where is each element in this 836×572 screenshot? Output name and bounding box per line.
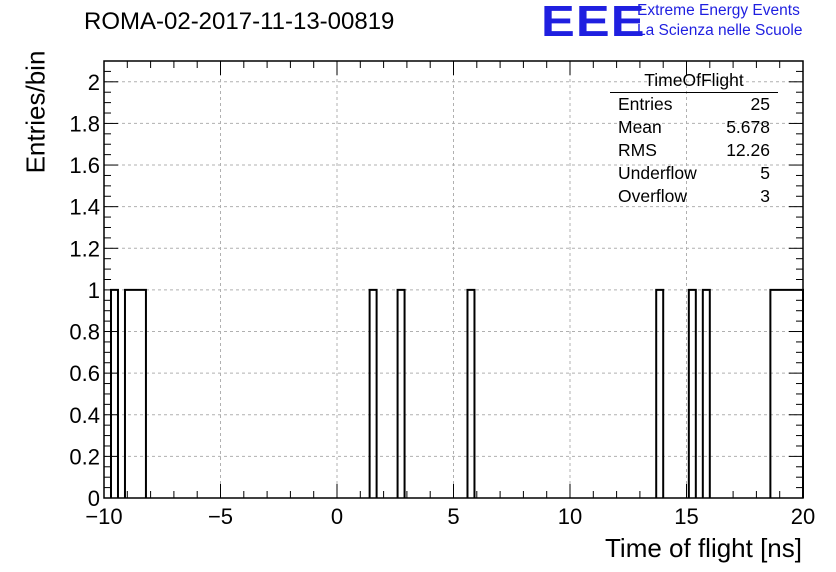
y-tick-label: 1.6 <box>69 153 100 178</box>
stats-label: Mean <box>618 117 662 137</box>
logo-tagline-1: Extreme Energy Events <box>637 2 800 19</box>
histogram-bin <box>466 288 476 498</box>
histogram-bin <box>109 288 119 498</box>
stats-label: Entries <box>618 94 673 114</box>
stats-value: 5 <box>760 163 770 183</box>
y-tick-label: 1.8 <box>69 111 100 136</box>
stats-label: Overflow <box>618 186 688 206</box>
histogram-bin <box>368 288 378 498</box>
y-tick-label: 0 <box>88 486 100 511</box>
stats-row-underflow: Underflow 5 <box>610 162 778 185</box>
stats-label: Underflow <box>618 163 697 183</box>
run-title: ROMA-02-2017-11-13-00819 <box>84 8 395 35</box>
y-tick-label: 0.6 <box>69 361 100 386</box>
x-tick-label: 5 <box>447 504 459 529</box>
x-tick-label: 20 <box>791 504 815 529</box>
x-tick-label: 0 <box>331 504 343 529</box>
histogram-bins <box>109 288 804 498</box>
stats-value: 25 <box>750 94 770 114</box>
x-tick-label: 15 <box>674 504 698 529</box>
stats-title: TimeOfFlight <box>610 70 778 93</box>
stats-row-mean: Mean 5.678 <box>610 116 778 139</box>
x-tick-label: −5 <box>208 504 233 529</box>
stats-row-entries: Entries 25 <box>610 93 778 116</box>
y-tick-label: 0.8 <box>69 320 100 345</box>
histogram-bin <box>123 288 147 498</box>
y-tick-label: 1.4 <box>69 195 100 220</box>
y-tick-label: 0.4 <box>69 403 100 428</box>
y-tick-label: 2 <box>88 70 100 95</box>
logo-tagline-2: La Scienza nelle Scuole <box>637 22 803 39</box>
histogram-bin <box>655 288 665 498</box>
grid-lines <box>104 61 803 498</box>
tick-labels: −10 −5 0 5 10 15 20 0 0.2 0.4 0.6 0.8 1 1.2 1.4 1.6 1.8 2 <box>69 70 815 529</box>
y-tick-label: 1.2 <box>69 236 100 261</box>
x-tick-label: −10 <box>85 504 122 529</box>
stats-value: 12.26 <box>726 140 770 160</box>
histogram-bin <box>396 288 406 498</box>
stats-row-overflow: Overflow 3 <box>610 185 778 208</box>
x-tick-label: 10 <box>558 504 582 529</box>
stats-value: 3 <box>760 186 770 206</box>
y-tick-label: 0.2 <box>69 444 100 469</box>
y-axis-label: Entries/bin <box>20 50 51 174</box>
stats-value: 5.678 <box>726 117 770 137</box>
eee-logo: EEE <box>541 0 646 46</box>
stats-label: RMS <box>618 140 657 160</box>
axis-ticks <box>103 60 804 499</box>
histogram-bin <box>701 288 711 498</box>
y-tick-label: 1 <box>88 278 100 303</box>
stats-row-rms: RMS 12.26 <box>610 139 778 162</box>
x-axis-label: Time of flight [ns] <box>605 533 802 563</box>
stats-box: TimeOfFlight Entries 25 Mean 5.678 RMS 1… <box>610 70 778 208</box>
histogram-bin <box>687 288 697 498</box>
